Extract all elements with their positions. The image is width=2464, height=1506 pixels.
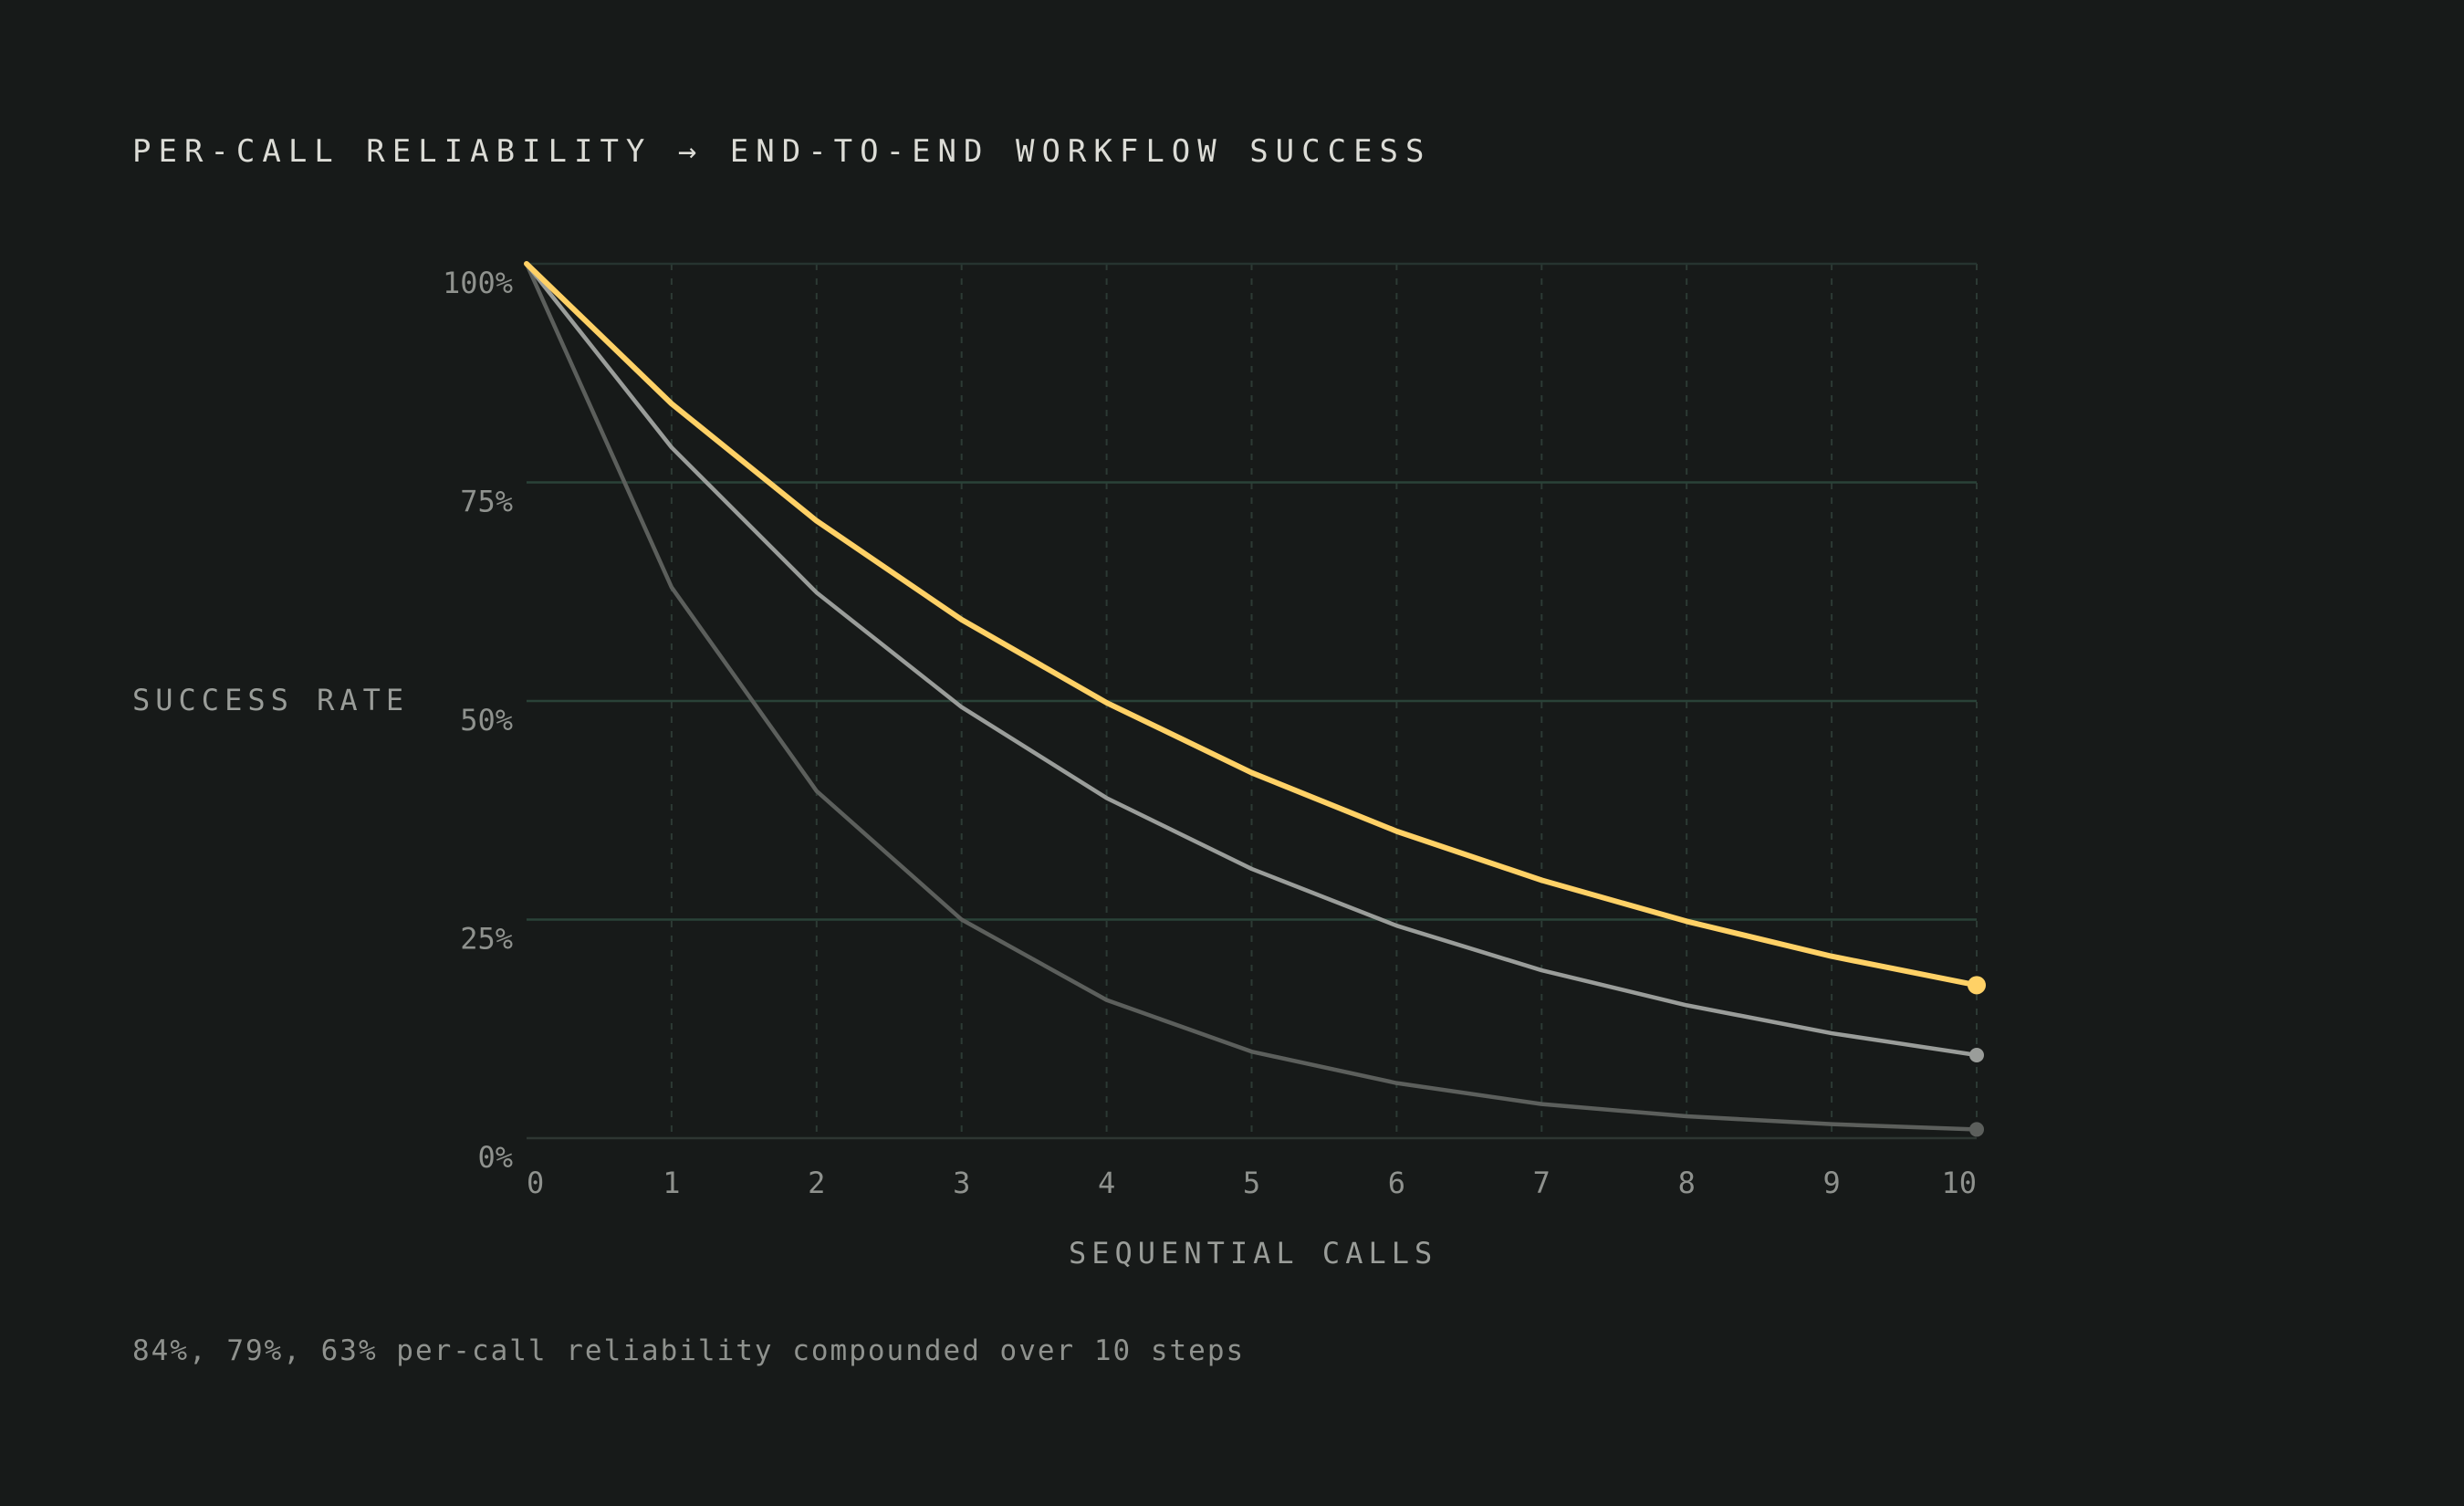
x-tick-label: 4 <box>1098 1166 1115 1200</box>
x-tick-label: 9 <box>1822 1166 1840 1200</box>
y-tick-label: 25% <box>460 922 513 957</box>
x-tick-label: 1 <box>663 1166 680 1200</box>
series-line-1 <box>524 261 1979 988</box>
y-tick-label: 0% <box>477 1140 513 1175</box>
x-axis-label: SEQUENTIAL CALLS <box>1069 1236 1438 1271</box>
series-end-point-3 <box>1969 1122 1984 1137</box>
series-end-point-1 <box>1968 976 1986 995</box>
y-tick-label: 100% <box>443 266 513 300</box>
series-end-point-2 <box>1969 1047 1984 1062</box>
x-tick-label: 3 <box>953 1166 970 1200</box>
x-tick-label: 5 <box>1243 1166 1260 1200</box>
x-tick-label: 6 <box>1388 1166 1405 1200</box>
y-tick-label: 75% <box>460 485 513 519</box>
chart-title: PER-CALL RELIABILITY → END-TO-END WORKFL… <box>132 133 1432 170</box>
x-tick-label: 0 <box>527 1166 544 1200</box>
y-tick-label: 50% <box>460 703 513 737</box>
x-tick-label: 10 <box>1941 1166 1977 1200</box>
x-tick-label: 2 <box>808 1166 825 1200</box>
x-tick-label: 8 <box>1678 1166 1696 1200</box>
series-line-3 <box>524 261 1979 1132</box>
x-tick-label: 7 <box>1533 1166 1550 1200</box>
series-line-2 <box>524 261 1979 1058</box>
chart-note: 84%, 79%, 63% per-call reliability compo… <box>132 1334 1246 1367</box>
y-axis-label: SUCCESS RATE <box>132 683 410 717</box>
